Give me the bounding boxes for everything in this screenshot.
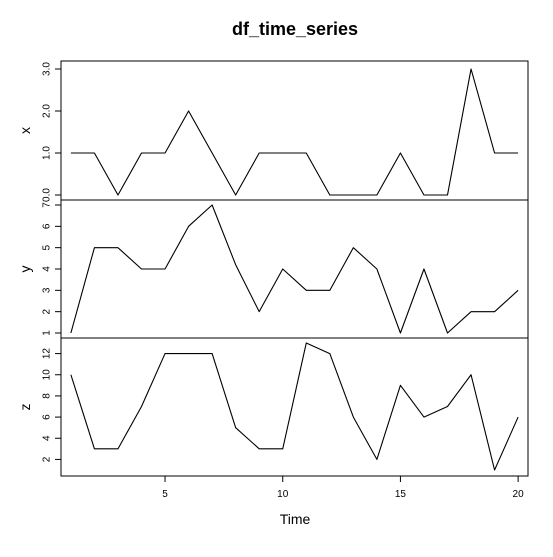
panel-label-y: y (17, 266, 33, 273)
y-tick-label-x-0: 0.0 (42, 188, 53, 202)
series-line-y (70, 204, 519, 334)
y-tick-label-x-1: 1.0 (42, 146, 53, 160)
y-tick-label-y-6: 7 (42, 202, 53, 208)
y-tick-label-y-4: 5 (42, 244, 53, 250)
y-tick-label-x-2: 2.0 (42, 104, 53, 118)
series-line-z (70, 342, 519, 471)
series-line-x (70, 68, 519, 196)
y-tick-label-y-3: 4 (42, 266, 53, 272)
panel-frame-x (60, 60, 529, 201)
y-tick-label-y-0: 1 (42, 330, 53, 336)
x-tick-label-2: 15 (395, 489, 407, 500)
y-tick-label-y-1: 2 (42, 308, 53, 314)
x-tick-label-1: 10 (277, 489, 289, 500)
panel-frame-y (60, 199, 529, 339)
x-tick-label-0: 5 (162, 489, 168, 500)
y-tick-label-x-3: 3.0 (42, 62, 53, 76)
panel-label-x: x (17, 127, 33, 134)
y-tick-label-z-5: 12 (42, 348, 53, 360)
y-tick-label-z-4: 10 (42, 369, 53, 381)
y-tick-label-z-2: 6 (42, 414, 53, 420)
x-axis-title: Time (280, 511, 311, 527)
chart-title: df_time_series (232, 19, 358, 39)
y-tick-label-y-2: 3 (42, 287, 53, 293)
y-tick-label-z-1: 4 (42, 435, 53, 441)
y-tick-label-z-0: 2 (42, 456, 53, 462)
x-tick-label-3: 20 (513, 489, 525, 500)
panel-label-z: z (17, 404, 33, 411)
y-tick-label-z-3: 8 (42, 393, 53, 399)
panel-frame-z (60, 337, 529, 477)
y-tick-label-y-5: 6 (42, 223, 53, 229)
